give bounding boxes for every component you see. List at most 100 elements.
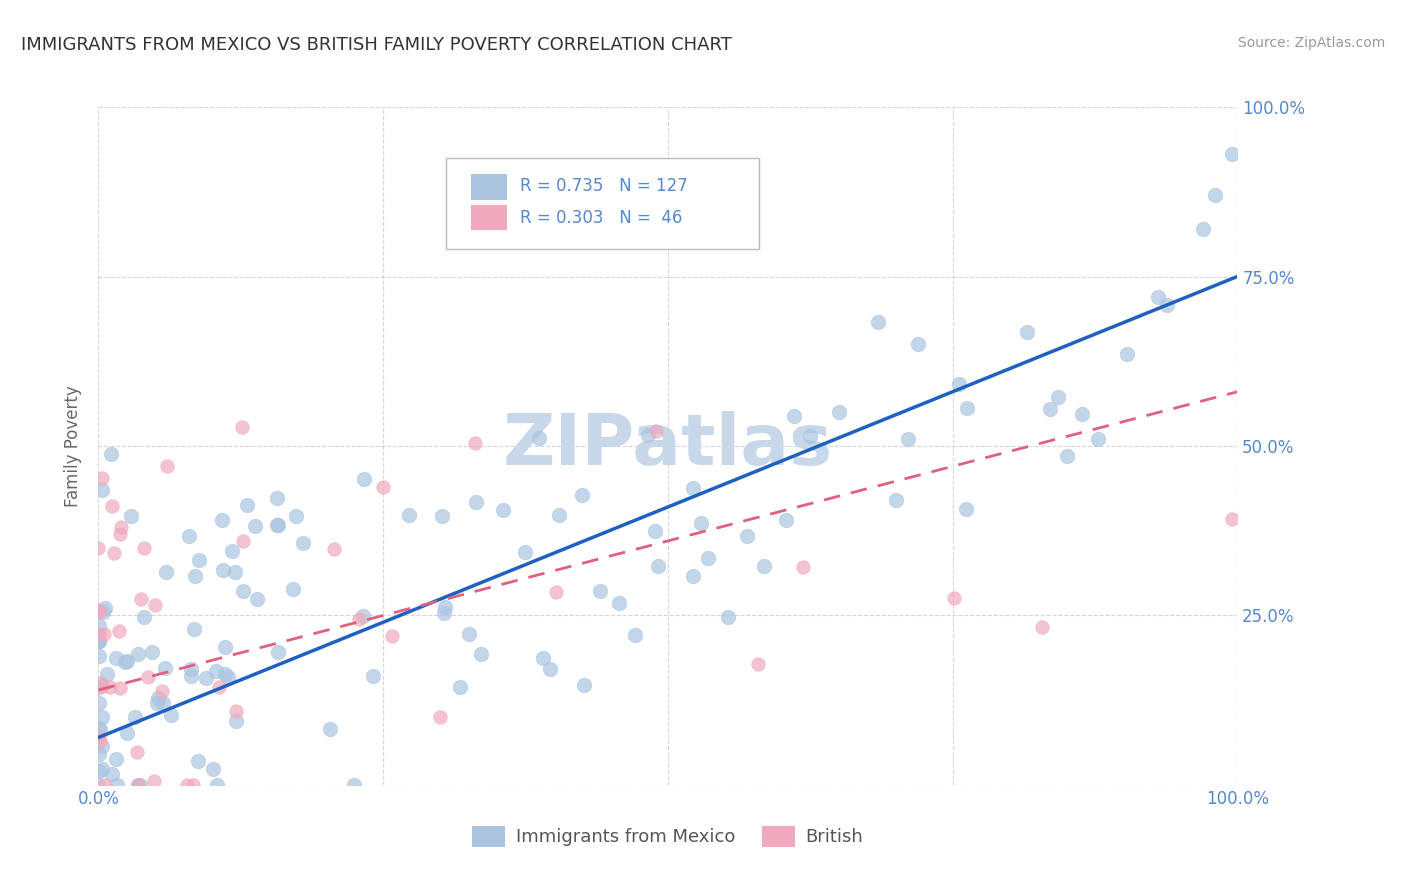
Point <box>89 733 111 747</box>
Point <box>156 459 179 474</box>
Point <box>183 623 205 637</box>
Point <box>697 551 720 566</box>
Point <box>322 541 344 556</box>
Point <box>87 721 110 735</box>
Point <box>609 596 631 610</box>
Point <box>232 534 254 549</box>
Point <box>87 764 110 779</box>
Point <box>907 337 929 351</box>
Text: R = 0.735   N = 127: R = 0.735 N = 127 <box>520 178 688 195</box>
Point <box>145 696 167 710</box>
Point <box>143 598 166 612</box>
Point <box>117 654 139 668</box>
Point <box>98 680 121 694</box>
Point <box>153 661 176 675</box>
Point <box>547 508 569 523</box>
Point <box>124 710 146 724</box>
Bar <box>471 204 508 230</box>
Point <box>464 436 486 450</box>
Point <box>783 409 806 423</box>
Point <box>125 745 148 759</box>
Point <box>105 778 128 792</box>
Point <box>644 524 666 538</box>
Point <box>91 483 114 498</box>
Point <box>1156 298 1178 312</box>
Point <box>531 651 554 665</box>
Point <box>956 401 979 416</box>
Point <box>176 778 198 792</box>
Point <box>93 778 115 792</box>
Point <box>211 513 233 527</box>
Point <box>544 584 567 599</box>
Point <box>91 471 114 485</box>
Point <box>91 710 114 724</box>
Point <box>184 569 207 583</box>
Point <box>89 747 111 761</box>
Point <box>87 778 110 792</box>
Point <box>464 495 486 509</box>
Point <box>205 778 228 792</box>
Point <box>245 519 267 533</box>
Point <box>948 376 970 391</box>
FancyBboxPatch shape <box>446 158 759 250</box>
Text: Source: ZipAtlas.com: Source: ZipAtlas.com <box>1237 36 1385 50</box>
Point <box>142 774 165 789</box>
Point <box>1220 512 1243 526</box>
Point <box>108 527 131 541</box>
Point <box>87 633 110 648</box>
Point <box>690 516 713 530</box>
Point <box>515 545 537 559</box>
Point <box>90 679 112 693</box>
Point <box>1056 449 1078 463</box>
Point <box>100 447 122 461</box>
Point <box>682 569 704 583</box>
Point <box>103 546 125 560</box>
Point <box>353 472 375 486</box>
Point <box>647 559 669 574</box>
Point <box>214 667 236 681</box>
Point <box>792 560 814 574</box>
Point <box>1204 188 1226 202</box>
Point <box>150 683 173 698</box>
Point <box>266 518 288 533</box>
Point <box>571 488 593 502</box>
Point <box>361 668 384 682</box>
Point <box>104 650 127 665</box>
Point <box>208 680 231 694</box>
Point <box>87 648 110 663</box>
Point <box>527 432 550 446</box>
Point <box>180 669 202 683</box>
Point <box>319 722 342 736</box>
Point <box>955 501 977 516</box>
Point <box>87 681 110 695</box>
Point <box>1116 347 1139 361</box>
Point <box>107 624 129 638</box>
Point <box>187 754 209 768</box>
Point <box>87 696 110 710</box>
Legend: Immigrants from Mexico, British: Immigrants from Mexico, British <box>465 819 870 854</box>
Point <box>232 583 254 598</box>
Point <box>132 541 155 555</box>
Point <box>828 405 851 419</box>
Point <box>942 591 965 606</box>
Point <box>266 491 288 506</box>
Point <box>371 480 394 494</box>
Point <box>381 629 404 643</box>
Point <box>470 648 492 662</box>
Point <box>101 500 124 514</box>
Point <box>225 704 247 718</box>
Point <box>120 509 142 524</box>
Point <box>91 605 114 619</box>
Point <box>266 645 288 659</box>
Point <box>195 672 218 686</box>
Point <box>180 661 202 675</box>
Text: IMMIGRANTS FROM MEXICO VS BRITISH FAMILY POVERTY CORRELATION CHART: IMMIGRANTS FROM MEXICO VS BRITISH FAMILY… <box>21 36 733 54</box>
Point <box>159 707 181 722</box>
Point <box>87 603 110 617</box>
Point <box>188 553 211 567</box>
Point <box>221 544 243 558</box>
Point <box>775 513 797 527</box>
Point <box>114 655 136 669</box>
Point <box>96 667 118 681</box>
Point <box>682 481 704 495</box>
